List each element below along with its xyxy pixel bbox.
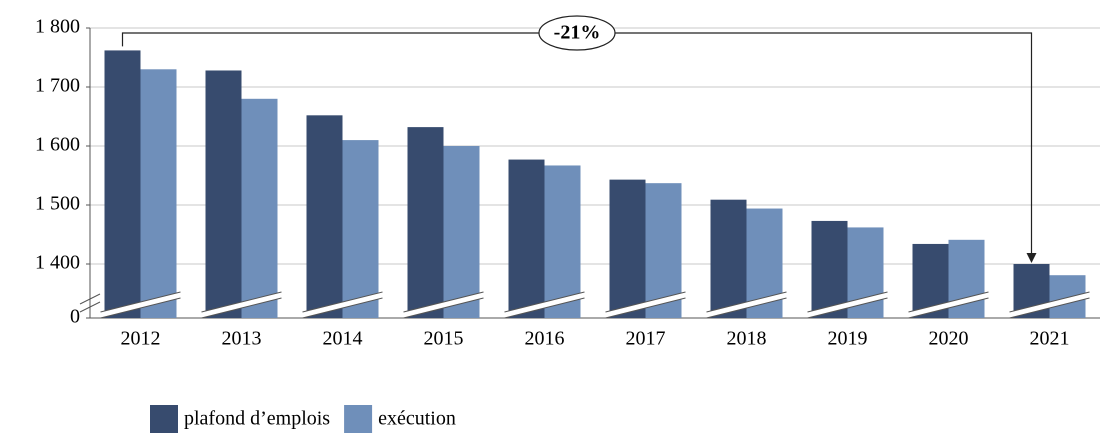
annotation-bubble (538, 15, 616, 51)
legend-swatch (150, 405, 178, 433)
break-line (605, 297, 686, 319)
y-tick-label: 1 800 (35, 16, 80, 38)
break-line (1009, 297, 1090, 319)
legend-label: plafond d’emplois (184, 408, 330, 430)
break-line (302, 291, 383, 313)
axis-break (504, 292, 585, 318)
axis-break-mark (79, 301, 101, 313)
axis-break (302, 292, 383, 318)
break-line (504, 297, 585, 319)
bar (710, 199, 747, 318)
break-line (807, 297, 888, 319)
bar (342, 140, 379, 318)
bar (205, 70, 242, 318)
x-tick-label: 2013 (222, 328, 262, 350)
bar (443, 146, 480, 318)
y-tick-label: 0 (70, 306, 80, 328)
bar (407, 127, 444, 319)
axis-break (605, 292, 686, 318)
x-tick-label: 2018 (727, 328, 767, 350)
annotation-arrow (1026, 253, 1037, 263)
annotation: -21% (554, 22, 601, 44)
x-tick-label: 2016 (525, 328, 565, 350)
axis-break (706, 292, 787, 318)
y-tick-label: 1 700 (35, 75, 80, 97)
break-line (706, 291, 787, 313)
break-line (403, 297, 484, 319)
axis-break (201, 292, 282, 318)
break-line (908, 291, 989, 313)
axis-break (908, 292, 989, 318)
x-tick-label: 2021 (1030, 328, 1070, 350)
bar (811, 220, 848, 318)
break-line (908, 297, 989, 319)
bar (140, 69, 177, 318)
x-tick-label: 2015 (424, 328, 464, 350)
legend-label: exécution (378, 408, 456, 430)
bar (544, 165, 581, 318)
break-line (1009, 291, 1090, 313)
x-tick-label: 2012 (121, 328, 161, 350)
bar (609, 179, 646, 318)
break-line (504, 291, 585, 313)
x-tick-label: 2017 (626, 328, 666, 350)
x-tick-label: 2019 (828, 328, 868, 350)
break-line (201, 291, 282, 313)
legend-swatch (344, 405, 373, 433)
axis-break (100, 292, 181, 318)
break-line (100, 291, 181, 313)
break-line (807, 291, 888, 313)
break-line (100, 297, 181, 319)
axis-break (1009, 292, 1090, 318)
axis-break-mark (79, 293, 101, 305)
break-line (605, 291, 686, 313)
bar (306, 115, 343, 318)
bar (104, 50, 141, 319)
y-tick-label: 1 500 (35, 193, 80, 215)
break-line (302, 297, 383, 319)
x-tick-label: 2020 (929, 328, 969, 350)
bar (241, 98, 278, 318)
axis-break (807, 292, 888, 318)
bar (508, 159, 545, 318)
x-tick-label: 2014 (323, 328, 363, 350)
break-line (706, 297, 787, 319)
axis-break (403, 292, 484, 318)
y-tick-label: 1 400 (35, 252, 80, 274)
break-line (201, 297, 282, 319)
break-line (403, 291, 484, 313)
y-tick-label: 1 600 (35, 134, 80, 156)
